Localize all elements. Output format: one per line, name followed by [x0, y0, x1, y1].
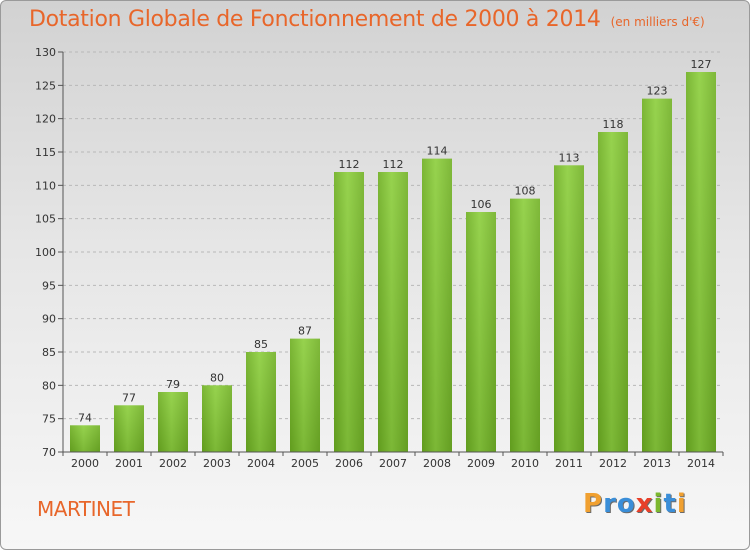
logo-letter: r	[603, 489, 617, 519]
bar-shade-2008	[422, 158, 452, 452]
y-tick-label-95: 95	[42, 279, 56, 292]
x-tick-label-2007: 2007	[379, 457, 407, 470]
data-label-2001: 77	[122, 391, 136, 404]
bar-shade-2013	[642, 98, 672, 453]
bar-shade-2000	[70, 425, 100, 452]
data-label-2008: 114	[427, 145, 448, 158]
data-label-2013: 123	[647, 85, 668, 98]
data-label-2000: 74	[78, 411, 92, 424]
x-tick-label-2014: 2014	[687, 457, 715, 470]
data-label-2004: 85	[254, 338, 268, 351]
data-label-2009: 106	[471, 198, 492, 211]
bar-shade-2012	[598, 132, 628, 452]
x-tick-label-2005: 2005	[291, 457, 319, 470]
bar-shade-2001	[114, 405, 144, 452]
bar-shade-2006	[334, 172, 364, 452]
data-label-2003: 80	[210, 371, 224, 384]
y-tick-label-90: 90	[42, 313, 56, 326]
y-tick-label-75: 75	[42, 413, 56, 426]
bar-shade-2004	[246, 352, 276, 452]
x-tick-label-2006: 2006	[335, 457, 363, 470]
data-label-2014: 127	[691, 58, 712, 71]
bar-shade-2014	[686, 72, 716, 452]
bar-shade-2002	[158, 392, 188, 452]
y-tick-label-130: 130	[35, 46, 56, 59]
bar-shade-2007	[378, 172, 408, 452]
y-tick-label-85: 85	[42, 346, 56, 359]
x-tick-label-2012: 2012	[599, 457, 627, 470]
data-label-2010: 108	[515, 185, 536, 198]
x-tick-label-2010: 2010	[511, 457, 539, 470]
y-tick-label-110: 110	[35, 179, 56, 192]
y-tick-label-120: 120	[35, 113, 56, 126]
logo-letter: o	[616, 489, 636, 519]
chart-subtitle: (en milliers d'€)	[610, 15, 705, 29]
chart-title: Dotation Globale de Fonctionnement de 20…	[29, 7, 705, 32]
data-label-2007: 112	[383, 158, 404, 171]
commune-name: MARTINET	[37, 497, 135, 521]
x-tick-label-2013: 2013	[643, 457, 671, 470]
y-tick-label-125: 125	[35, 79, 56, 92]
logo-letter: P	[583, 489, 604, 519]
y-tick-label-80: 80	[42, 379, 56, 392]
x-tick-label-2001: 2001	[115, 457, 143, 470]
data-label-2002: 79	[166, 378, 180, 391]
bar-shade-2005	[290, 338, 320, 452]
data-label-2011: 113	[559, 151, 580, 164]
data-label-2012: 118	[603, 118, 624, 131]
logo-letter: i	[676, 489, 687, 519]
x-tick-label-2009: 2009	[467, 457, 495, 470]
x-tick-label-2002: 2002	[159, 457, 187, 470]
y-tick-label-115: 115	[35, 146, 56, 159]
x-tick-label-2004: 2004	[247, 457, 275, 470]
y-tick-label-100: 100	[35, 246, 56, 259]
y-tick-label-105: 105	[35, 213, 56, 226]
data-label-2005: 87	[298, 325, 312, 338]
bar-shade-2009	[466, 212, 496, 452]
data-label-2006: 112	[339, 158, 360, 171]
chart-title-text: Dotation Globale de Fonctionnement de 20…	[29, 7, 601, 32]
x-tick-label-2008: 2008	[423, 457, 451, 470]
x-tick-label-2000: 2000	[71, 457, 99, 470]
x-tick-label-2003: 2003	[203, 457, 231, 470]
bar-shade-2010	[510, 198, 540, 452]
bar-shade-2003	[202, 385, 232, 452]
proxiti-logo: Proxiti	[583, 489, 687, 519]
logo-letter: x	[635, 489, 654, 519]
logo-letter: t	[663, 489, 677, 519]
bar-shade-2011	[554, 165, 584, 453]
x-tick-label-2011: 2011	[555, 457, 583, 470]
logo-letter: i	[653, 489, 664, 519]
y-tick-label-70: 70	[42, 446, 56, 459]
